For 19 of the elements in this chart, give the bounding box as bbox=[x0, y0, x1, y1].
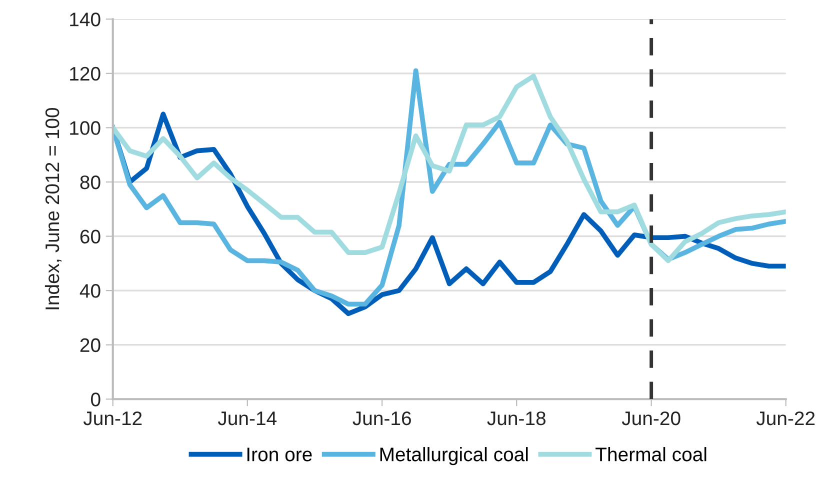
x-tick-label: Jun-12 bbox=[83, 411, 142, 426]
x-tick-label: Jun-18 bbox=[487, 411, 546, 426]
y-axis-title: Index, June 2012 = 100 bbox=[44, 108, 62, 310]
x-tick-label: Jun-16 bbox=[352, 411, 411, 426]
y-tick-label: 20 bbox=[80, 338, 100, 352]
x-tick-label: Jun-20 bbox=[622, 411, 680, 426]
y-tick-label: 140 bbox=[70, 12, 100, 26]
legend-label: Iron ore bbox=[247, 448, 312, 462]
y-tick-label: 0 bbox=[91, 392, 100, 406]
x-tick-label: Jun-22 bbox=[756, 411, 815, 426]
y-tick-label: 60 bbox=[80, 230, 100, 244]
y-tick-label: 120 bbox=[70, 66, 100, 81]
y-tick-label: 80 bbox=[80, 175, 100, 190]
legend-label: Metallurgical coal bbox=[380, 447, 528, 466]
y-tick-label: 40 bbox=[80, 284, 100, 298]
line-series bbox=[112, 74, 786, 264]
x-tick-label: Jun-14 bbox=[218, 412, 277, 426]
y-tick-label: 100 bbox=[70, 121, 100, 135]
legend-label: Thermal coal bbox=[596, 447, 706, 462]
